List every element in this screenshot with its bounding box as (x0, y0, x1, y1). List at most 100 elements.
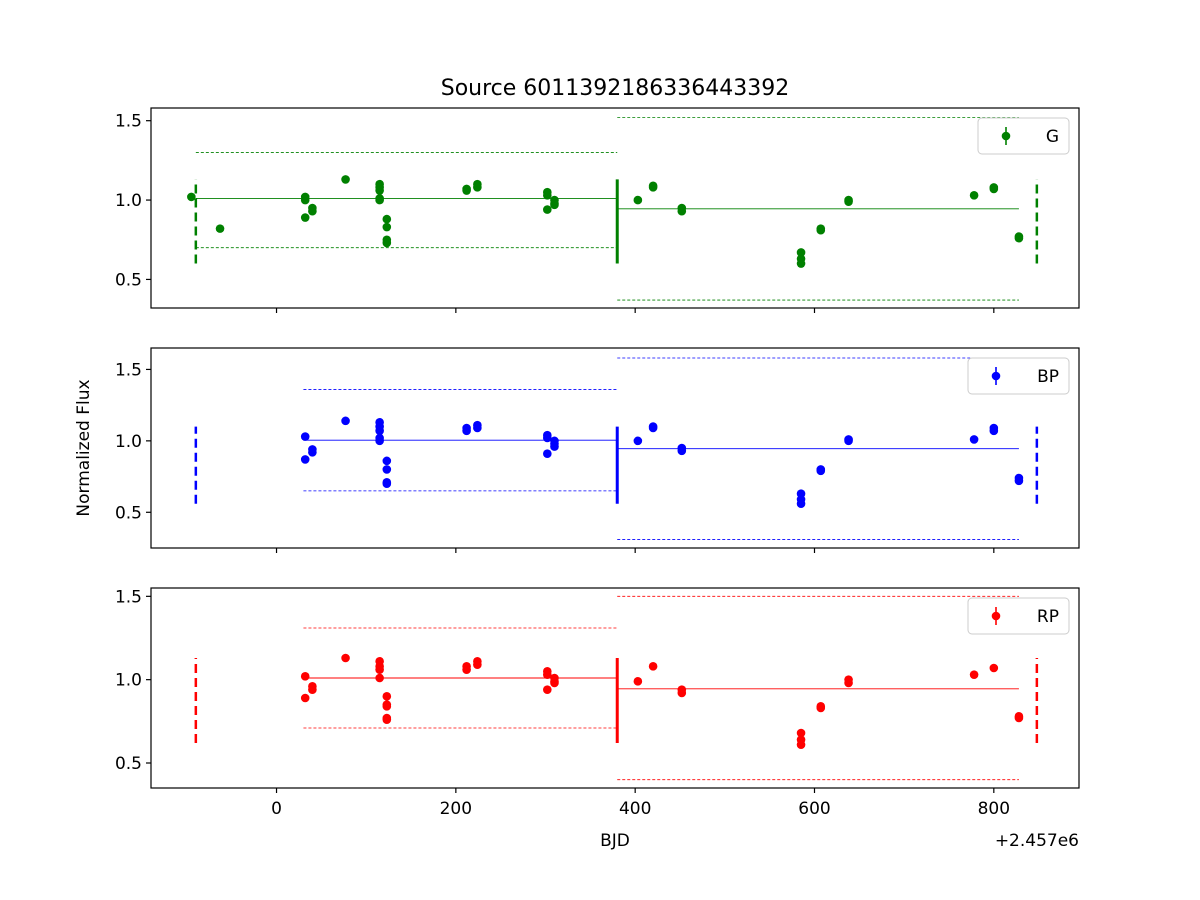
data-point-bp-10 (382, 456, 392, 466)
data-point-g-29 (648, 183, 658, 192)
data-point-rp-24 (633, 677, 643, 686)
data-point-rp-15 (462, 665, 471, 674)
data-point-g-22 (543, 191, 552, 200)
data-point-rp-4 (341, 653, 350, 663)
data-point-rp-0 (300, 672, 310, 681)
axes-frame-rp (150, 587, 1080, 789)
x-tick-label-0: 0 (271, 799, 282, 819)
legend-label-rp: RP (1037, 607, 1059, 627)
data-point-g-20 (473, 183, 482, 192)
data-point-g-23 (543, 205, 552, 214)
y-tick-label-bp-1: 1.0 (115, 432, 142, 452)
data-point-g-14 (382, 222, 392, 232)
data-point-rp-8 (375, 673, 384, 683)
data-point-bp-17 (473, 423, 482, 433)
data-point-bp-24 (633, 436, 643, 446)
data-point-bp-7 (375, 426, 384, 436)
data-point-bp-3 (308, 447, 317, 457)
data-point-g-3 (300, 192, 310, 202)
data-point-bp-15 (462, 426, 471, 436)
y-tick-label-g-0: 0.5 (115, 270, 142, 290)
data-point-g-38 (844, 197, 853, 206)
data-point-rp-36 (989, 663, 999, 673)
legend-bp: BP (967, 357, 1070, 395)
data-point-g-32 (796, 248, 806, 257)
x-tick-label-4: 800 (978, 799, 1010, 819)
data-point-rp-13 (382, 715, 392, 724)
axes-frame-g (150, 107, 1080, 309)
panel-bp: 0.5 1.0 1.5 BP (115, 347, 1080, 553)
data-point-rp-19 (543, 670, 552, 679)
x-tick-label-1: 200 (440, 799, 472, 819)
data-point-g-31 (677, 206, 687, 216)
data-point-g-4 (300, 213, 310, 222)
data-point-g-39 (969, 191, 979, 200)
data-point-bp-0 (300, 432, 310, 441)
data-point-bp-4 (341, 416, 350, 426)
data-point-bp-40 (1014, 476, 1024, 486)
figure-title: Source 6011392186336443392 (441, 76, 790, 101)
data-point-rp-38 (1014, 713, 1024, 723)
legend-box-bp (967, 357, 1070, 395)
y-tick-label-rp-1: 1.0 (115, 671, 142, 691)
data-point-bp-23 (550, 442, 559, 451)
axes-frame-bp (150, 347, 1080, 549)
data-point-rp-28 (796, 728, 806, 738)
x-axis-label: BJD (600, 831, 630, 851)
panel-rp: 0.5 1.0 1.5 0 200 400 600 800 RP (115, 587, 1080, 819)
legend-marker-rp (991, 611, 1001, 621)
data-point-rp-30 (796, 740, 806, 749)
y-tick-label-bp-2: 1.5 (115, 360, 142, 380)
data-point-g-13 (382, 214, 392, 224)
data-point-g-26 (550, 200, 559, 210)
data-point-g-36 (816, 225, 826, 235)
x-tick-label-2: 400 (619, 799, 651, 819)
data-point-bp-9 (375, 436, 384, 446)
legend-marker-g (1001, 131, 1011, 141)
data-point-rp-32 (816, 703, 826, 713)
legend-rp: RP (967, 597, 1070, 635)
data-point-rp-23 (550, 678, 559, 688)
y-axis-label: Normalized Flux (74, 379, 94, 516)
data-point-g-27 (633, 195, 643, 205)
data-point-rp-20 (543, 685, 552, 694)
legend-box-rp (967, 597, 1070, 635)
data-point-rp-3 (308, 685, 317, 694)
data-point-g-34 (796, 259, 806, 268)
data-point-rp-25 (648, 662, 658, 671)
data-point-bp-20 (543, 449, 552, 459)
legend-label-bp: BP (1037, 367, 1059, 387)
data-point-bp-11 (382, 465, 392, 474)
data-point-rp-34 (844, 678, 853, 688)
data-point-bp-19 (543, 433, 552, 443)
data-point-rp-1 (300, 693, 310, 703)
data-point-bp-28 (677, 446, 687, 456)
data-point-bp-35 (844, 436, 853, 446)
data-point-bp-33 (816, 466, 826, 476)
data-point-bp-1 (300, 455, 310, 464)
data-point-rp-35 (969, 670, 979, 679)
data-point-g-43 (1014, 233, 1024, 243)
data-point-bp-13 (382, 479, 392, 489)
y-tick-label-g-2: 1.5 (115, 112, 142, 132)
data-point-g-7 (341, 175, 350, 184)
data-point-rp-9 (382, 692, 392, 701)
data-point-g-6 (308, 206, 317, 216)
data-point-bp-26 (648, 423, 658, 433)
data-point-g-1 (215, 224, 225, 233)
data-point-rp-27 (677, 688, 687, 698)
legend-label-g: G (1046, 127, 1059, 147)
x-tick-label-3: 600 (798, 799, 830, 819)
y-tick-label-g-1: 1.0 (115, 191, 142, 211)
panel-g: 0.5 1.0 1.5 G (115, 107, 1080, 313)
data-point-g-16 (382, 238, 392, 248)
legend-marker-bp (991, 371, 1001, 381)
y-tick-label-rp-2: 1.5 (115, 587, 142, 607)
data-point-g-18 (462, 186, 471, 195)
y-tick-label-bp-0: 0.5 (115, 503, 142, 523)
data-point-g-41 (989, 184, 999, 194)
data-point-bp-36 (969, 435, 979, 444)
y-tick-label-rp-0: 0.5 (115, 754, 142, 774)
data-point-g-10 (375, 186, 384, 195)
